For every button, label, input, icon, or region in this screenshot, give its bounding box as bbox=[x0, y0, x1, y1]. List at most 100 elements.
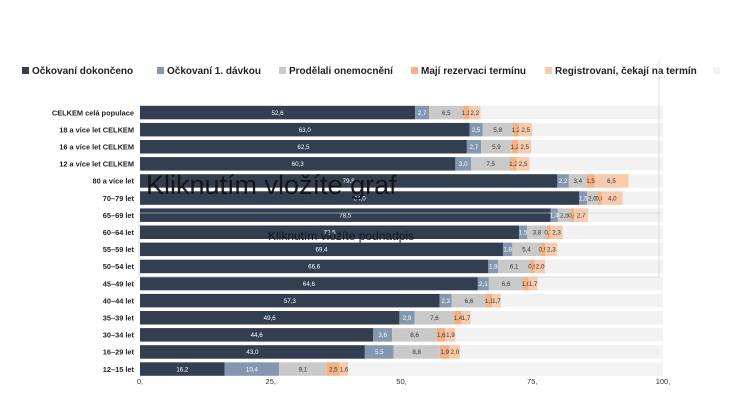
bar-segment-remainder bbox=[622, 191, 663, 205]
legend-item-o-kovan-1-d-vkou: Očkovaní 1. dávkou bbox=[157, 66, 261, 77]
placeholder-title[interactable]: Kliknutím vložíte graf bbox=[146, 170, 397, 200]
data-label: 2,7 bbox=[577, 212, 586, 219]
category-label: 60–64 let bbox=[103, 228, 135, 237]
legend-swatch bbox=[157, 67, 164, 74]
data-label: 72,5 bbox=[324, 229, 337, 236]
bar-segment-remainder bbox=[480, 105, 663, 120]
bar-segment-o-kovan-1-d-vkou bbox=[477, 276, 489, 291]
data-label: 2,7 bbox=[418, 110, 427, 117]
data-label: 1,7 bbox=[529, 281, 538, 288]
category-label: 30–34 let bbox=[103, 331, 135, 340]
x-tick-label: 25, bbox=[266, 377, 276, 386]
bar-segment-maj-rezervaci-term-nu bbox=[510, 157, 517, 171]
placeholder-frame bbox=[138, 212, 660, 278]
data-label: 5,4 bbox=[522, 247, 531, 254]
data-label: 3,4 bbox=[573, 178, 582, 185]
legend-label: Očkovaní 1. dávkou bbox=[167, 66, 261, 77]
legend-item-o-kovan-dokon-eno: Očkovaní dokončeno bbox=[22, 66, 133, 77]
bar-segment-remainder bbox=[348, 362, 663, 376]
bar-row: 60,3 3,0 7,5 1,2 2,5 bbox=[140, 157, 663, 171]
bar-segment-o-kovan-1-d-vkou bbox=[439, 293, 452, 308]
bar-segment-registrovan-ekaj-na-term-n bbox=[550, 225, 563, 239]
bar-segment-o-kovan-dokon-eno bbox=[140, 174, 558, 188]
data-label: 3,8 bbox=[533, 229, 542, 236]
category-label: 16–29 let bbox=[103, 348, 135, 357]
x-tick-label: 50, bbox=[396, 377, 406, 386]
category-label: 12–15 let bbox=[103, 365, 135, 374]
bar-segment-registrovan-ekaj-na-term-n bbox=[601, 191, 623, 205]
data-label: 8,8 bbox=[412, 349, 421, 356]
bar-segment-registrovan-ekaj-na-term-n bbox=[445, 328, 456, 342]
x-tick-label: 0, bbox=[137, 377, 143, 386]
bar-segment-remainder bbox=[628, 174, 663, 188]
data-label: 6,1 bbox=[510, 264, 519, 271]
bar-segment-prod-lali-onemocn-n bbox=[471, 157, 511, 171]
data-label: 79,8 bbox=[343, 178, 356, 185]
x-tick-label: 100, bbox=[656, 377, 671, 386]
data-label: 49,6 bbox=[264, 315, 277, 322]
data-label: 7,5 bbox=[486, 161, 495, 168]
legend-label: Očkovaní dokončeno bbox=[32, 66, 133, 77]
plot-area: CELKEM celá populace 52,6 2,7 6,5 1,1 2,218 a… bbox=[52, 105, 663, 376]
data-label: 1,1 bbox=[485, 298, 494, 305]
bar-segment-registrovan-ekaj-na-term-n bbox=[461, 311, 471, 325]
bar-segment-o-kovan-dokon-eno bbox=[140, 157, 456, 171]
data-label: 1,5 bbox=[586, 178, 595, 185]
bar-segment-registrovan-ekaj-na-term-n bbox=[574, 208, 589, 222]
bar-segment-prod-lali-onemocn-n bbox=[512, 242, 541, 257]
bar-segment-prod-lali-onemocn-n bbox=[414, 311, 455, 325]
data-label: 1,2 bbox=[509, 161, 518, 168]
bar-segment-remainder bbox=[532, 122, 663, 137]
bar-segment-registrovan-ekaj-na-term-n bbox=[491, 293, 501, 308]
bar-segment-registrovan-ekaj-na-term-n bbox=[449, 345, 461, 359]
bar-segment-registrovan-ekaj-na-term-n bbox=[518, 140, 532, 154]
category-label: 45–49 let bbox=[103, 279, 135, 288]
placeholder-subtitle[interactable]: Kliknutím vložíte podnadpis bbox=[268, 229, 414, 243]
bar-segment-o-kovan-dokon-eno bbox=[140, 122, 470, 137]
category-label: 80 a více let bbox=[92, 177, 134, 186]
data-label: 5,8 bbox=[493, 127, 502, 134]
data-label: 0,7 bbox=[544, 229, 553, 236]
data-label: 3,6 bbox=[378, 332, 387, 339]
bar-segment-remainder bbox=[562, 225, 663, 239]
legend-swatch bbox=[713, 67, 720, 74]
legend-swatch bbox=[22, 67, 29, 74]
bar-segment-maj-rezervaci-term-nu bbox=[463, 105, 469, 120]
bar-segment-prod-lali-onemocn-n bbox=[498, 259, 531, 274]
data-label: 84,0 bbox=[354, 195, 367, 202]
bar-row: 84,0 1,5 2,00,8 4,0 bbox=[140, 191, 663, 205]
bar-segment-maj-rezervaci-term-nu bbox=[437, 328, 446, 342]
data-label: 1,7 bbox=[492, 298, 501, 305]
data-label: 1,2 bbox=[511, 144, 520, 151]
bar-segment-prod-lali-onemocn-n bbox=[482, 122, 513, 137]
bar-row: 63,0 2,5 5,8 1,2 2,5 bbox=[140, 122, 663, 137]
data-label: 64,6 bbox=[303, 281, 316, 288]
data-label: 2,7 bbox=[470, 144, 479, 151]
data-label: 66,6 bbox=[308, 264, 321, 271]
bar-segment-o-kovan-dokon-eno bbox=[140, 242, 503, 257]
bar-segment-o-kovan-dokon-eno bbox=[140, 105, 416, 120]
category-label: 55–59 let bbox=[103, 245, 135, 254]
bar-segment-o-kovan-dokon-eno bbox=[140, 140, 467, 154]
data-label: 1,6 bbox=[437, 332, 446, 339]
bar-segment-o-kovan-dokon-eno bbox=[140, 362, 225, 376]
bar-row: 16,2 10,4 9,1 2,5 1,6 bbox=[140, 362, 663, 376]
data-label: 6,5 bbox=[442, 110, 451, 117]
bar-segment-maj-rezervaci-term-nu bbox=[512, 122, 520, 137]
bar-segment-registrovan-ekaj-na-term-n bbox=[519, 122, 533, 137]
legend-label: Prodělali onemocnění bbox=[289, 66, 394, 77]
bar-segment-remainder bbox=[500, 293, 663, 308]
data-label: 0,9 bbox=[539, 247, 548, 254]
slide-placeholder[interactable]: Kliknutím vložíte graf Kliknutím vložíte… bbox=[138, 60, 660, 278]
bar-segment-maj-rezervaci-term-nu bbox=[511, 140, 519, 154]
data-label: 6,6 bbox=[502, 281, 511, 288]
bar-segment-remainder bbox=[460, 345, 663, 359]
data-label: 6,6 bbox=[465, 298, 474, 305]
bar-segment-o-kovan-1-d-vkou bbox=[488, 259, 499, 274]
data-label: 2,3 bbox=[547, 247, 556, 254]
data-label: 2,0 bbox=[588, 195, 597, 202]
data-label: 9,1 bbox=[299, 366, 308, 373]
data-label: 57,3 bbox=[284, 298, 297, 305]
data-label: 1,2 bbox=[512, 127, 521, 134]
